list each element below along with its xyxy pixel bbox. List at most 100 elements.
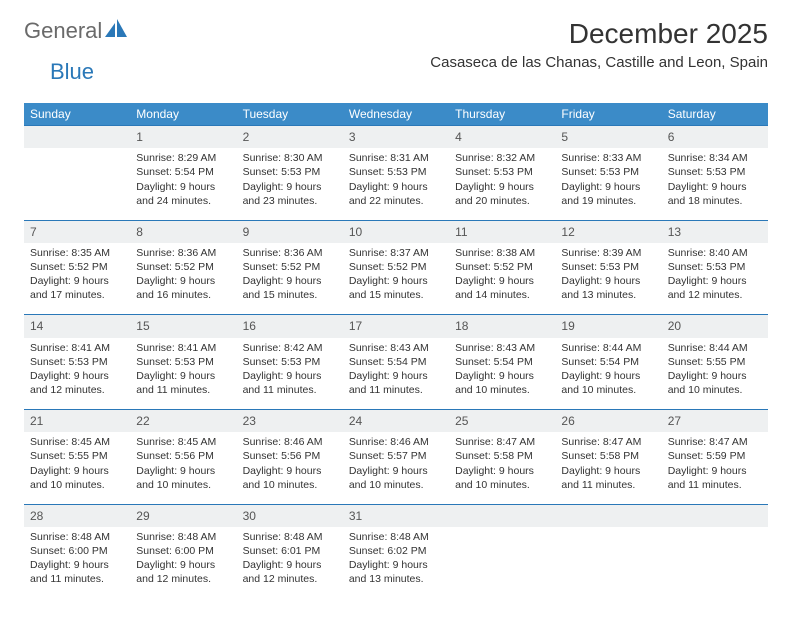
- daylight-text-1: Daylight: 9 hours: [243, 558, 337, 572]
- day-content-row: Sunrise: 8:41 AMSunset: 5:53 PMDaylight:…: [24, 338, 768, 410]
- daylight-text-2: and 11 minutes.: [243, 383, 337, 397]
- daylight-text-2: and 14 minutes.: [455, 288, 549, 302]
- day-number-cell: 21: [24, 410, 130, 433]
- day-number-cell: 29: [130, 504, 236, 527]
- day-content-cell: Sunrise: 8:40 AMSunset: 5:53 PMDaylight:…: [662, 243, 768, 315]
- sunset-text: Sunset: 5:53 PM: [561, 165, 655, 179]
- day-number-cell: 20: [662, 315, 768, 338]
- day-content-cell: [555, 527, 661, 599]
- weekday-header: Sunday: [24, 103, 130, 126]
- day-content-cell: Sunrise: 8:43 AMSunset: 5:54 PMDaylight:…: [449, 338, 555, 410]
- day-number-cell: 6: [662, 126, 768, 149]
- day-number-cell: 19: [555, 315, 661, 338]
- sunset-text: Sunset: 5:55 PM: [30, 449, 124, 463]
- day-content-cell: Sunrise: 8:36 AMSunset: 5:52 PMDaylight:…: [237, 243, 343, 315]
- sunrise-text: Sunrise: 8:38 AM: [455, 246, 549, 260]
- daylight-text-2: and 12 minutes.: [136, 572, 230, 586]
- daylight-text-2: and 22 minutes.: [349, 194, 443, 208]
- daylight-text-2: and 10 minutes.: [243, 478, 337, 492]
- sunset-text: Sunset: 6:02 PM: [349, 544, 443, 558]
- sunset-text: Sunset: 5:54 PM: [349, 355, 443, 369]
- day-number-cell: 22: [130, 410, 236, 433]
- sunset-text: Sunset: 5:53 PM: [349, 165, 443, 179]
- day-content-cell: Sunrise: 8:42 AMSunset: 5:53 PMDaylight:…: [237, 338, 343, 410]
- sunrise-text: Sunrise: 8:34 AM: [668, 151, 762, 165]
- day-content-cell: Sunrise: 8:48 AMSunset: 6:01 PMDaylight:…: [237, 527, 343, 599]
- sunset-text: Sunset: 6:00 PM: [30, 544, 124, 558]
- day-number-cell: 28: [24, 504, 130, 527]
- sunset-text: Sunset: 6:00 PM: [136, 544, 230, 558]
- day-content-row: Sunrise: 8:45 AMSunset: 5:55 PMDaylight:…: [24, 432, 768, 504]
- daylight-text-2: and 16 minutes.: [136, 288, 230, 302]
- sunset-text: Sunset: 5:58 PM: [561, 449, 655, 463]
- day-content-cell: Sunrise: 8:44 AMSunset: 5:54 PMDaylight:…: [555, 338, 661, 410]
- day-content-cell: Sunrise: 8:41 AMSunset: 5:53 PMDaylight:…: [130, 338, 236, 410]
- sunset-text: Sunset: 5:56 PM: [136, 449, 230, 463]
- day-number-cell: 8: [130, 220, 236, 243]
- day-number-cell: 23: [237, 410, 343, 433]
- sunrise-text: Sunrise: 8:45 AM: [30, 435, 124, 449]
- logo-text-2: Blue: [50, 59, 94, 84]
- daylight-text-2: and 10 minutes.: [455, 383, 549, 397]
- sunrise-text: Sunrise: 8:43 AM: [455, 341, 549, 355]
- daylight-text-2: and 12 minutes.: [243, 572, 337, 586]
- day-number-cell: 12: [555, 220, 661, 243]
- day-number-row: 21222324252627: [24, 410, 768, 433]
- sunset-text: Sunset: 5:56 PM: [243, 449, 337, 463]
- daylight-text-1: Daylight: 9 hours: [349, 369, 443, 383]
- daylight-text-1: Daylight: 9 hours: [243, 274, 337, 288]
- day-content-cell: Sunrise: 8:47 AMSunset: 5:58 PMDaylight:…: [555, 432, 661, 504]
- sunset-text: Sunset: 5:53 PM: [561, 260, 655, 274]
- daylight-text-1: Daylight: 9 hours: [455, 464, 549, 478]
- day-content-cell: Sunrise: 8:47 AMSunset: 5:59 PMDaylight:…: [662, 432, 768, 504]
- day-content-cell: Sunrise: 8:29 AMSunset: 5:54 PMDaylight:…: [130, 148, 236, 220]
- daylight-text-1: Daylight: 9 hours: [30, 369, 124, 383]
- day-content-cell: Sunrise: 8:45 AMSunset: 5:55 PMDaylight:…: [24, 432, 130, 504]
- daylight-text-1: Daylight: 9 hours: [136, 180, 230, 194]
- weekday-header: Monday: [130, 103, 236, 126]
- daylight-text-1: Daylight: 9 hours: [561, 369, 655, 383]
- daylight-text-1: Daylight: 9 hours: [136, 558, 230, 572]
- day-number-cell: 13: [662, 220, 768, 243]
- logo-sail-icon: [105, 19, 127, 44]
- day-content-row: Sunrise: 8:48 AMSunset: 6:00 PMDaylight:…: [24, 527, 768, 599]
- day-content-cell: Sunrise: 8:48 AMSunset: 6:02 PMDaylight:…: [343, 527, 449, 599]
- day-number-cell: 14: [24, 315, 130, 338]
- day-content-cell: Sunrise: 8:41 AMSunset: 5:53 PMDaylight:…: [24, 338, 130, 410]
- daylight-text-1: Daylight: 9 hours: [349, 274, 443, 288]
- daylight-text-1: Daylight: 9 hours: [455, 369, 549, 383]
- daylight-text-2: and 24 minutes.: [136, 194, 230, 208]
- day-number-cell: 24: [343, 410, 449, 433]
- day-number-row: 123456: [24, 126, 768, 149]
- day-number-cell: [449, 504, 555, 527]
- day-content-cell: Sunrise: 8:31 AMSunset: 5:53 PMDaylight:…: [343, 148, 449, 220]
- sunrise-text: Sunrise: 8:29 AM: [136, 151, 230, 165]
- weekday-header: Tuesday: [237, 103, 343, 126]
- sunrise-text: Sunrise: 8:46 AM: [349, 435, 443, 449]
- day-content-cell: [662, 527, 768, 599]
- daylight-text-2: and 18 minutes.: [668, 194, 762, 208]
- daylight-text-2: and 13 minutes.: [349, 572, 443, 586]
- weekday-header: Friday: [555, 103, 661, 126]
- daylight-text-2: and 10 minutes.: [30, 478, 124, 492]
- daylight-text-2: and 12 minutes.: [30, 383, 124, 397]
- sunset-text: Sunset: 5:52 PM: [455, 260, 549, 274]
- daylight-text-1: Daylight: 9 hours: [349, 464, 443, 478]
- sunrise-text: Sunrise: 8:42 AM: [243, 341, 337, 355]
- daylight-text-1: Daylight: 9 hours: [30, 464, 124, 478]
- sunset-text: Sunset: 5:59 PM: [668, 449, 762, 463]
- daylight-text-2: and 23 minutes.: [243, 194, 337, 208]
- sunset-text: Sunset: 5:54 PM: [561, 355, 655, 369]
- sunrise-text: Sunrise: 8:32 AM: [455, 151, 549, 165]
- sunrise-text: Sunrise: 8:37 AM: [349, 246, 443, 260]
- day-number-cell: 25: [449, 410, 555, 433]
- weekday-header-row: Sunday Monday Tuesday Wednesday Thursday…: [24, 103, 768, 126]
- day-content-cell: Sunrise: 8:30 AMSunset: 5:53 PMDaylight:…: [237, 148, 343, 220]
- sunset-text: Sunset: 5:53 PM: [136, 355, 230, 369]
- month-title: December 2025: [430, 18, 768, 50]
- daylight-text-2: and 12 minutes.: [668, 288, 762, 302]
- daylight-text-1: Daylight: 9 hours: [668, 274, 762, 288]
- sunrise-text: Sunrise: 8:39 AM: [561, 246, 655, 260]
- sunset-text: Sunset: 5:52 PM: [349, 260, 443, 274]
- daylight-text-2: and 10 minutes.: [136, 478, 230, 492]
